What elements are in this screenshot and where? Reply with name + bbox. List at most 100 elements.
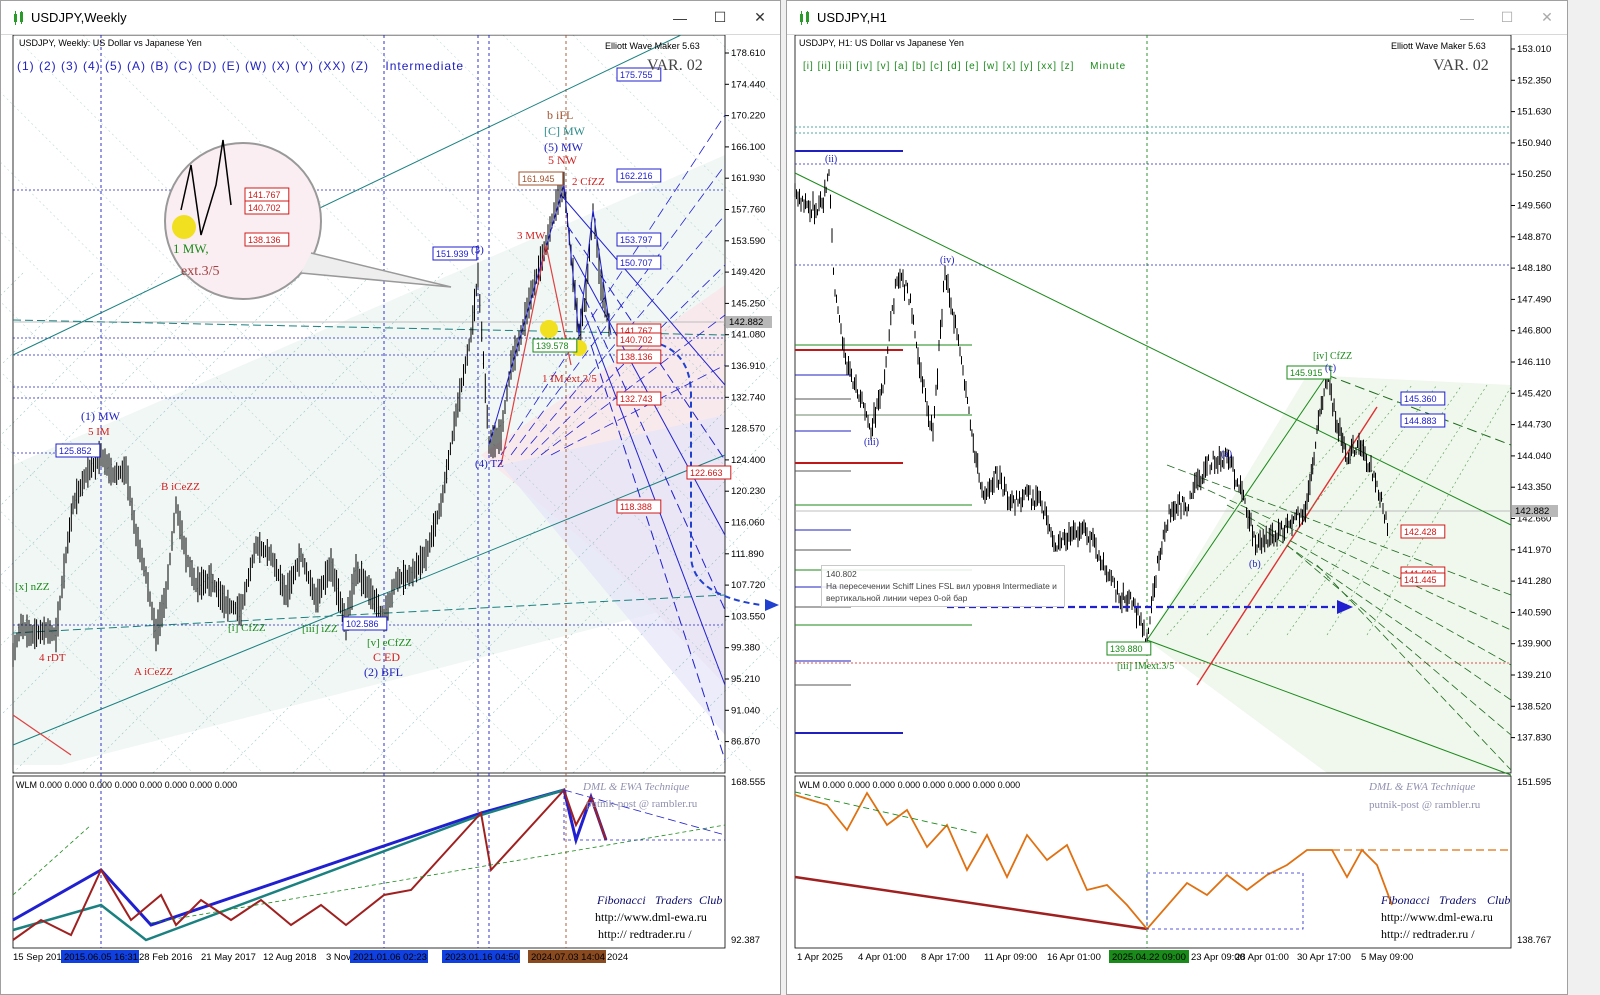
price-box-green-1: 139.880 <box>1110 644 1143 654</box>
wave-button-2[interactable]: [iii] <box>835 61 857 72</box>
chart-icon <box>14 10 23 25</box>
price-box-green-box <box>532 338 578 353</box>
price-label: 144.040 <box>1517 451 1551 462</box>
wave-label-4: 2 CfZZ <box>572 176 605 188</box>
wave-zigzag <box>488 184 612 446</box>
wlm-box <box>1146 872 1304 930</box>
h1-chart-canvas[interactable]: 153.010 152.350 151.630 150.940 150.250 149.5… <box>787 35 1567 994</box>
fork-line <box>1196 484 1512 631</box>
footer-link-site[interactable]: http://www.dml-ewa.ru <box>1381 910 1493 924</box>
magnifier-lens <box>164 142 322 300</box>
wave-button-3[interactable]: [iv] <box>856 61 877 72</box>
title-bar-h1[interactable]: USDJPY,H1 — ☐ ✕ <box>787 1 1567 35</box>
wave-button-11[interactable]: [x] <box>1002 61 1021 72</box>
price-box-green: 139.578 <box>536 341 569 351</box>
wave-button-11[interactable]: (X) <box>271 59 296 73</box>
close-icon[interactable]: ✕ <box>1541 9 1553 25</box>
wave-button-0[interactable]: [i] <box>803 61 818 72</box>
degree-label[interactable]: Minute <box>1090 61 1127 72</box>
current-price-box <box>726 316 772 328</box>
wave-button-12[interactable]: [y] <box>1020 61 1038 72</box>
wave-button-10[interactable]: [w] <box>983 61 1003 72</box>
time-highlight: 2025.04.22 09:00 <box>1112 952 1186 963</box>
price-label: 107.720 <box>731 580 765 591</box>
wave-button-7[interactable]: [c] <box>930 61 948 72</box>
wave-label-0: (ii) <box>825 154 837 165</box>
chart-area-weekly[interactable]: 178.610 174.440 170.220 166.100 161.930 157.7… <box>1 35 780 994</box>
footer-link-redtrader[interactable]: http:// redtrader.ru / <box>598 927 692 941</box>
wave-button-1[interactable]: [ii] <box>817 61 836 72</box>
time-label-0: 1 Apr 2025 <box>797 952 843 963</box>
close-icon[interactable]: ✕ <box>754 9 766 25</box>
minimize-icon[interactable]: — <box>1460 9 1474 26</box>
wave-button-3[interactable]: (4) <box>83 59 105 73</box>
wave-button-9[interactable]: (E) <box>221 59 246 73</box>
wave-button-13[interactable]: (XX) <box>318 59 351 73</box>
fan-line <box>1 232 544 774</box>
weekly-chart-canvas[interactable]: 178.610 174.440 170.220 166.100 161.930 157.7… <box>1 35 780 994</box>
wlm-guide <box>794 791 978 834</box>
window-title: USDJPY,Weekly <box>31 10 127 25</box>
chart-area-h1[interactable]: 153.010 152.350 151.630 150.940 150.250 149.5… <box>787 35 1567 994</box>
fork-line <box>1166 464 1512 596</box>
price-box-blue-5-box <box>55 443 101 458</box>
price-box-red-5: 118.388 <box>620 502 652 512</box>
current-price-box <box>1512 505 1558 517</box>
variant-label: VAR. 02 <box>1433 57 1489 74</box>
wave-label-6: (c) <box>1325 363 1336 374</box>
price-label: 141.080 <box>731 330 765 341</box>
chart-window-weekly[interactable]: USDJPY,Weekly — ☐ ✕ 178.610 174.440 170.22… <box>0 0 781 995</box>
minimize-icon[interactable]: — <box>673 9 687 26</box>
magnifier-price-1-box <box>244 200 290 215</box>
wave-button-10[interactable]: (W) <box>245 59 272 73</box>
wave-button-4[interactable]: [v] <box>876 61 895 72</box>
wave-button-4[interactable]: (5) <box>105 59 127 73</box>
price-box-green-0-box <box>1286 365 1332 380</box>
wave-button-12[interactable]: (Y) <box>295 59 319 73</box>
wave-button-13[interactable]: [xx] <box>1037 61 1061 72</box>
wave-button-2[interactable]: (3) <box>61 59 83 73</box>
wave-label-9: B iCeZZ <box>161 481 200 493</box>
trend-line <box>794 172 1512 526</box>
maximize-icon[interactable]: ☐ <box>713 9 727 25</box>
price-box-2: 142.428 <box>1404 527 1437 537</box>
wave-button-0[interactable]: (1) <box>17 59 39 73</box>
wave-buttons[interactable]: [i] [ii] [iii] [iv] [v] [a] [b] [c] [d] … <box>803 61 1126 72</box>
degree-label[interactable]: Intermediate <box>385 59 465 73</box>
wave-buttons[interactable]: (1) (2) (3) (4) (5) (A) (B) (C) (D) (E) … <box>17 59 464 73</box>
price-box-0-box <box>1400 391 1446 406</box>
pitchfork-line <box>550 364 726 456</box>
wave-button-6[interactable]: [b] <box>912 61 931 72</box>
price-label: 132.740 <box>731 392 765 403</box>
wave-button-8[interactable]: (D) <box>197 59 222 73</box>
wave-label-19: [v] eCfZZ <box>367 637 412 649</box>
footer-club-2: Traders <box>1439 893 1477 907</box>
wave-button-6[interactable]: (B) <box>150 59 174 73</box>
price-label: 144.730 <box>1517 420 1551 431</box>
time-label-1: 28 Feb 2016 <box>139 952 192 963</box>
footer-link-site[interactable]: http://www.dml-ewa.ru <box>595 910 707 924</box>
fan-line <box>1 301 474 774</box>
wave-button-14[interactable]: (Z) <box>350 59 374 73</box>
wave-button-5[interactable]: [a] <box>894 61 913 72</box>
footer-club-3: Club <box>1487 893 1511 907</box>
wave-label-11: 4 rDT <box>39 652 66 664</box>
chart-window-h1[interactable]: USDJPY,H1 — ☐ ✕ 153.010 152.350 151.630 150… <box>786 0 1568 995</box>
wave-button-7[interactable]: (C) <box>173 59 198 73</box>
window-title: USDJPY,H1 <box>817 10 887 25</box>
wave-button-14[interactable]: [z] <box>1060 61 1079 72</box>
price-label: 146.110 <box>1517 357 1551 368</box>
maximize-icon[interactable]: ☐ <box>1500 9 1514 25</box>
wave-button-9[interactable]: [e] <box>965 61 984 72</box>
price-box-4-box <box>1400 572 1446 587</box>
title-bar-weekly[interactable]: USDJPY,Weekly — ☐ ✕ <box>1 1 780 35</box>
indicator-name: Elliott Wave Maker 5.63 <box>605 41 700 51</box>
wave-button-5[interactable]: (A) <box>127 59 151 73</box>
price-box-blue-5: 125.852 <box>59 446 92 456</box>
main-plot-border <box>12 35 726 774</box>
footer-link-redtrader[interactable]: http:// redtrader.ru / <box>1381 927 1475 941</box>
wave-button-1[interactable]: (2) <box>39 59 61 73</box>
time-highlight-box <box>1109 950 1189 963</box>
wave-button-8[interactable]: [d] <box>947 61 966 72</box>
wave-label-0: b iFL <box>547 108 573 122</box>
